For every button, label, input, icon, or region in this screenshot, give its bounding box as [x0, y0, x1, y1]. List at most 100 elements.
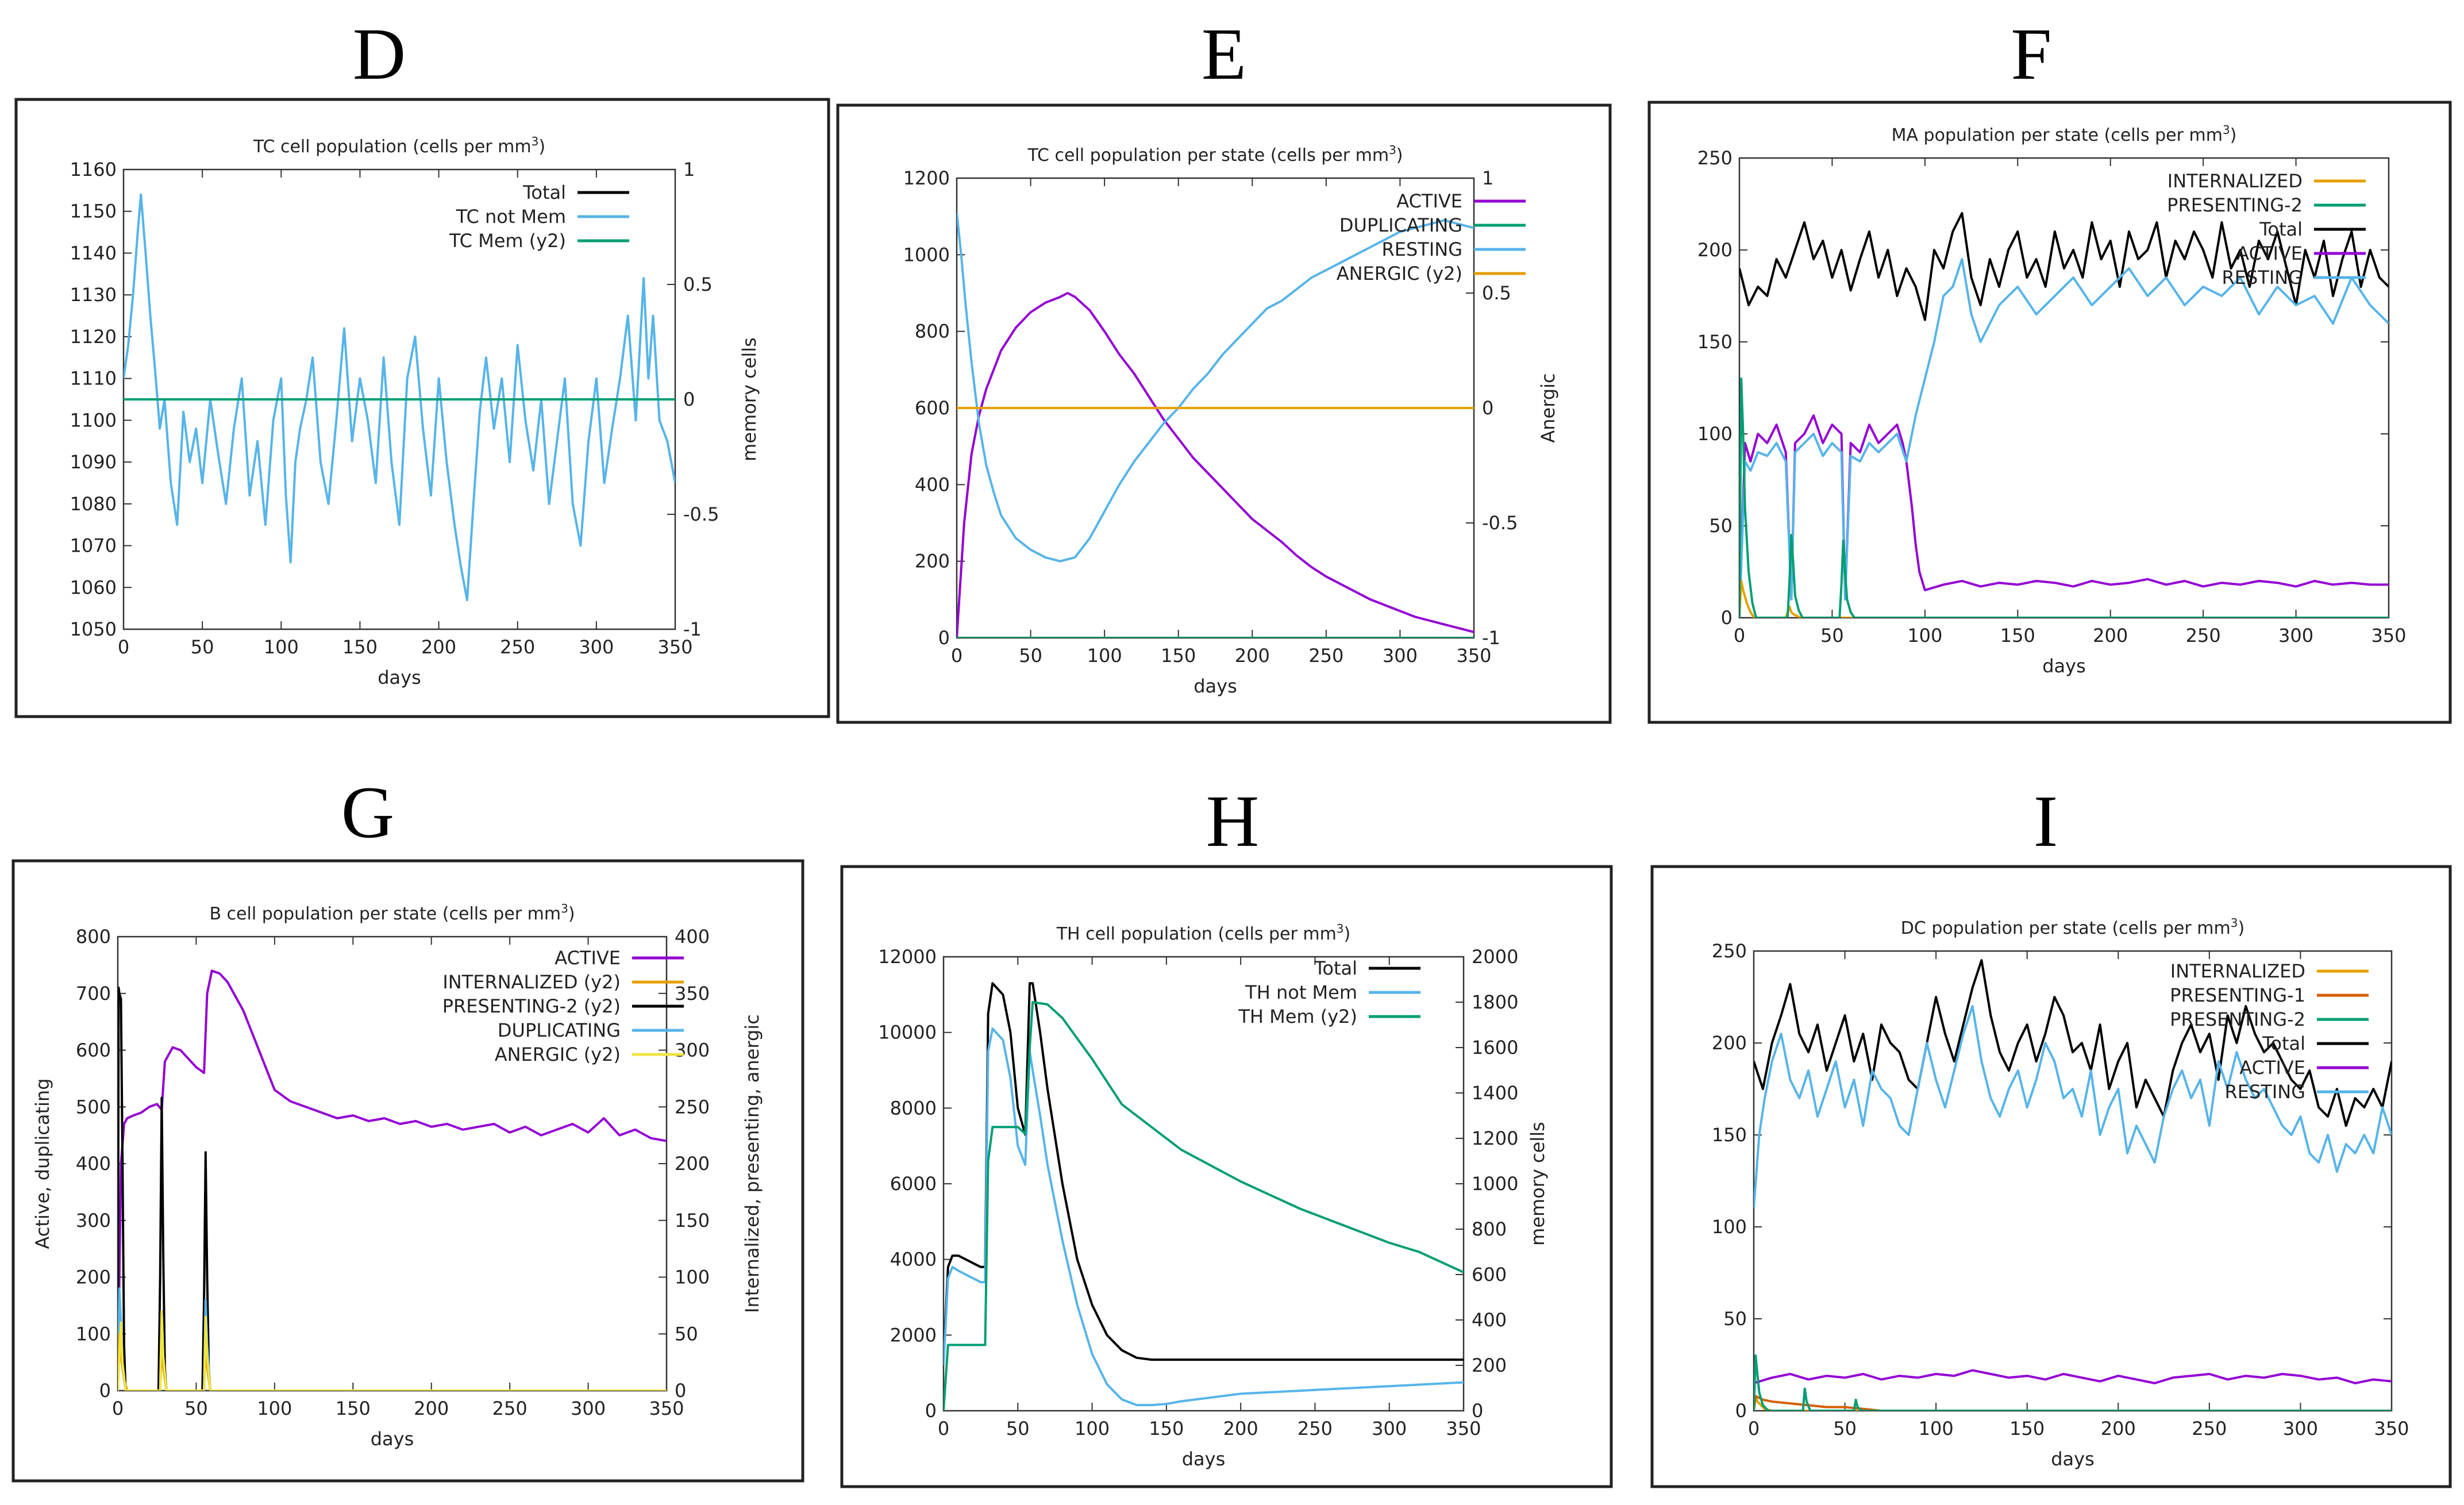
panel-letter-f: F: [2011, 13, 2052, 95]
y2-tick-label: 1800: [1472, 991, 1518, 1013]
legend-label-resting: RESTING: [2222, 267, 2303, 288]
y-tick-label: 200: [915, 551, 950, 572]
panel-letter-h: H: [1206, 780, 1260, 862]
y-tick-label: 1080: [70, 493, 117, 515]
panel-frame: [840, 865, 1613, 1488]
x-tick-label: 150: [1161, 645, 1196, 667]
y2-tick-label: 1200: [1472, 1127, 1518, 1149]
series-line-resting: [1739, 258, 2389, 618]
x-tick-label: 250: [2192, 1418, 2227, 1439]
y-tick-label: 1060: [70, 576, 117, 598]
y2-tick-label: 50: [675, 1323, 698, 1345]
x-tick-label: 350: [2371, 625, 2406, 646]
legend-label-duplicating: DUPLICATING: [1339, 214, 1462, 236]
series-line-presenting-2: [1739, 378, 2389, 618]
x-tick-label: 200: [421, 636, 456, 658]
x-tick-label: 150: [336, 1398, 371, 1419]
y-tick-label: 1140: [70, 242, 117, 264]
y2-tick-label: 1400: [1472, 1082, 1518, 1104]
y-tick-label: 200: [1712, 1032, 1747, 1054]
y-tick-label: 1200: [903, 167, 950, 189]
y2-tick-label: 100: [675, 1267, 710, 1288]
y-tick-label: 0: [1735, 1400, 1747, 1422]
y2-tick-label: -0.5: [683, 503, 719, 525]
x-tick-label: 0: [951, 645, 962, 667]
y2-tick-label: 2000: [1472, 946, 1518, 968]
y-tick-label: 1110: [70, 368, 117, 390]
series-line-active: [1739, 414, 2389, 618]
y2-tick-label: 1: [1482, 167, 1493, 189]
x-tick-label: 50: [1019, 645, 1042, 667]
y2-tick-label: -1: [1482, 627, 1500, 649]
legend-label-th-not-mem: TH not Mem: [1245, 981, 1357, 1003]
legend-label-presenting-2: PRESENTING-2: [2167, 194, 2303, 216]
series-line-presenting-2-y2: [118, 986, 667, 1391]
x-tick-label: 0: [118, 636, 129, 658]
y2-tick-label: 0: [1482, 397, 1493, 419]
y-tick-label: 1070: [70, 535, 117, 557]
legend-label-active: ACTIVE: [1396, 190, 1462, 212]
x-tick-label: 0: [1748, 1418, 1760, 1439]
series-line-total: [1739, 212, 2389, 321]
x-tick-label: 250: [492, 1398, 528, 1419]
y-tick-label: 150: [1697, 331, 1732, 353]
series-line-presenting-2: [1754, 1354, 2392, 1411]
x-tick-label: 250: [1308, 645, 1343, 667]
y-tick-label: 400: [915, 474, 950, 495]
x-tick-label: 300: [1383, 645, 1418, 667]
y-tick-label: 1050: [70, 618, 117, 640]
legend-label-resting: RESTING: [1382, 238, 1462, 260]
y2-axis-label: memory cells: [738, 337, 760, 461]
legend-label-duplicating: DUPLICATING: [498, 1019, 621, 1041]
y2-tick-label: 350: [675, 983, 710, 1004]
y-tick-label: 0: [938, 627, 950, 649]
x-tick-label: 350: [1446, 1418, 1481, 1439]
series-line-th-not-mem: [944, 1027, 1464, 1407]
y-axis-label: Active, duplicating: [32, 1078, 53, 1249]
y-tick-label: 6000: [890, 1173, 937, 1195]
x-tick-label: 50: [184, 1398, 208, 1419]
legend-label-active: ACTIVE: [2239, 1057, 2305, 1079]
y-tick-label: 1000: [903, 244, 950, 265]
x-tick-label: 200: [414, 1398, 449, 1419]
y-tick-label: 10000: [878, 1022, 937, 1044]
panel-letter-d: D: [352, 13, 406, 95]
y-tick-label: 1090: [70, 451, 117, 473]
y2-tick-label: 1: [683, 159, 695, 180]
x-tick-label: 50: [1820, 625, 1844, 646]
x-tick-label: 100: [1075, 1418, 1110, 1439]
series-line-internalized: [1739, 580, 2389, 618]
y-tick-label: 50: [1723, 1308, 1747, 1330]
x-tick-label: 150: [2009, 1418, 2045, 1439]
chart-title: DC population per state (cells per mm3): [1901, 916, 2244, 938]
x-tick-label: 250: [500, 636, 535, 658]
y2-axis-label: Anergic: [1537, 373, 1559, 442]
y2-tick-label: 1600: [1472, 1037, 1518, 1058]
x-tick-label: 300: [1372, 1418, 1407, 1439]
y-tick-label: 100: [1712, 1216, 1747, 1238]
y-tick-label: 800: [76, 926, 111, 948]
chart-panel-dc-per-state: DC population per state (cells per mm3) 0…: [1650, 865, 2452, 1488]
x-axis-label: days: [2051, 1448, 2095, 1470]
series-line-total: [1754, 959, 2392, 1127]
x-axis-label: days: [2042, 655, 2086, 677]
y-tick-label: 250: [1712, 940, 1747, 962]
y-tick-label: 100: [76, 1323, 111, 1345]
x-tick-label: 100: [1087, 645, 1122, 667]
y2-tick-label: 0: [683, 388, 695, 410]
y-tick-label: 0: [99, 1380, 111, 1402]
panel-letter-i: I: [2033, 780, 2058, 862]
x-tick-label: 0: [1734, 625, 1745, 646]
y-tick-label: 400: [76, 1153, 111, 1175]
series-line-resting: [1754, 1005, 2392, 1209]
legend-label-active: ACTIVE: [2236, 243, 2303, 264]
chart-title: TC cell population per state (cells per …: [1027, 143, 1403, 165]
y2-tick-label: 1000: [1472, 1173, 1518, 1195]
y-tick-label: 0: [925, 1400, 937, 1422]
panel-frame: [11, 859, 804, 1483]
y-tick-label: 200: [76, 1267, 111, 1288]
panel-letter-e: E: [1201, 13, 1247, 95]
x-tick-label: 250: [2186, 625, 2221, 646]
y2-axis-label: Internalized, presenting, anergic: [741, 1014, 763, 1313]
legend-label-anergic-y2: ANERGIC (y2): [1337, 263, 1462, 284]
